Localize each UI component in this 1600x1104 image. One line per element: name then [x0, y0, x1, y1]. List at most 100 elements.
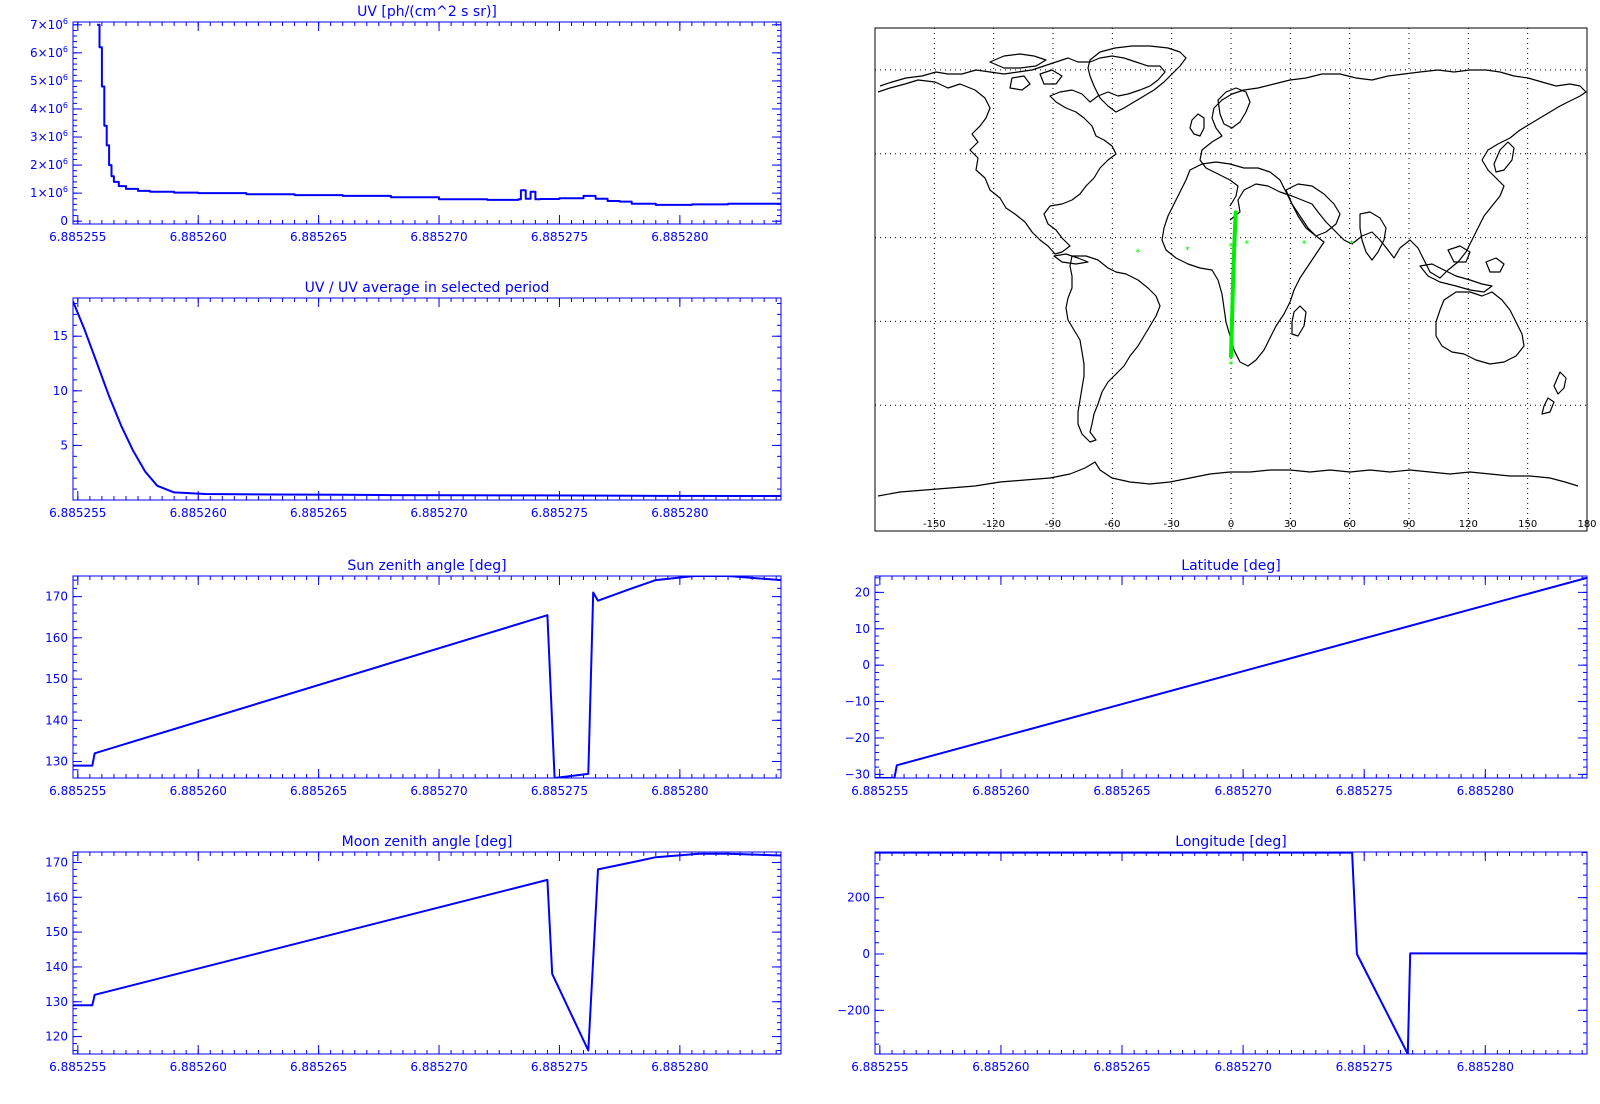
- chart-title: Latitude [deg]: [1181, 558, 1280, 574]
- x-tick-label: 6.885265: [290, 1060, 347, 1074]
- y-tick-label: 140: [45, 960, 68, 974]
- map-lon-label: 180: [1577, 519, 1596, 530]
- europe-asia-coastline: [1199, 69, 1587, 279]
- chart-title: Moon zenith angle [deg]: [342, 834, 513, 850]
- north-america-coastline: [877, 55, 1166, 255]
- x-tick-label: 6.885270: [410, 784, 467, 798]
- y-tick-label: 2×106: [30, 157, 68, 172]
- japan-coastline: [1493, 141, 1515, 173]
- y-tick-label: 160: [45, 890, 68, 904]
- new-zealand-coastline: [1541, 371, 1567, 415]
- x-tick-label: 6.885255: [49, 506, 106, 520]
- arabia-coastline: [1285, 183, 1341, 237]
- y-tick-label: 10: [855, 622, 870, 636]
- y-tick-label: 7×106: [30, 17, 68, 32]
- map-lon-label: -30: [1163, 519, 1179, 530]
- x-tick-label: 6.885260: [170, 230, 227, 244]
- series-line-sun-zenith: [73, 576, 781, 778]
- x-tick-label: 6.885270: [410, 230, 467, 244]
- map-marker: *: [1229, 359, 1234, 370]
- x-tick-label: 6.885280: [651, 784, 708, 798]
- y-tick-label: −10: [845, 695, 870, 709]
- y-tick-label: 150: [45, 925, 68, 939]
- x-tick-label: 6.885255: [49, 1060, 106, 1074]
- x-tick-label: 6.885265: [1093, 784, 1150, 798]
- x-tick-label: 6.885275: [531, 230, 588, 244]
- y-tick-label: 5×106: [30, 73, 68, 88]
- cuba-coastline: [1053, 253, 1089, 265]
- series-line-longitude: [875, 852, 1587, 1054]
- x-tick-label: 6.885275: [531, 784, 588, 798]
- chart-title: Sun zenith angle [deg]: [347, 558, 506, 574]
- x-tick-label: 6.885280: [651, 230, 708, 244]
- chart-uv: UV [ph/(cm^2 s sr)] 6.885255 6.885260 6.885…: [30, 4, 782, 244]
- south-america-coastline: [1065, 255, 1161, 443]
- y-tick-label: 150: [45, 672, 68, 686]
- y-tick-label: 4×106: [30, 101, 68, 116]
- y-tick-label: 3×106: [30, 129, 68, 144]
- chart-latitude: Latitude [deg] 6.885255 6.885260 6.885265 6.…: [845, 558, 1588, 798]
- x-tick-label: 6.885270: [1214, 784, 1271, 798]
- coastlines: [877, 45, 1587, 497]
- y-tick-label: 10: [53, 384, 68, 398]
- x-tick-label: 6.885275: [531, 1060, 588, 1074]
- x-tick-label: 6.885280: [1457, 784, 1514, 798]
- scandinavia-coastline: [1217, 87, 1251, 129]
- y-tick-label: 0: [862, 947, 870, 961]
- map-lon-label: -120: [982, 519, 1005, 530]
- map-lon-label: 150: [1518, 519, 1537, 530]
- x-tick-label: 6.885260: [170, 784, 227, 798]
- map-marker: *: [1244, 239, 1249, 250]
- x-tick-label: 6.885260: [972, 784, 1029, 798]
- chart-title: UV / UV average in selected period: [305, 280, 550, 296]
- map-marker: *: [1229, 242, 1234, 253]
- map-lon-label: 0: [1228, 519, 1234, 530]
- x-tick-label: 6.885270: [410, 506, 467, 520]
- x-tick-label: 6.885275: [1336, 784, 1393, 798]
- orbit-track-line: [1229, 210, 1238, 359]
- x-tick-label: 6.885275: [531, 506, 588, 520]
- x-tick-label: 6.885265: [290, 230, 347, 244]
- y-tick-label: 5: [60, 438, 68, 452]
- x-tick-label: 6.885270: [1214, 1060, 1271, 1074]
- chart-moon-zenith: Moon zenith angle [deg] 6.885255 6.885260 6…: [45, 834, 782, 1074]
- india-coastline: [1359, 211, 1387, 261]
- y-tick-label: 140: [45, 713, 68, 727]
- map-lon-label: 60: [1343, 519, 1356, 530]
- y-tick-label: −200: [837, 1003, 870, 1017]
- y-tick-label: 160: [45, 631, 68, 645]
- x-tick-label: 6.885260: [170, 506, 227, 520]
- y-tick-label: 20: [855, 585, 870, 599]
- map-lon-label: 30: [1284, 519, 1297, 530]
- madagascar-coastline: [1291, 305, 1307, 337]
- world-map-panel: * * * * * * * -150 -120 -90 -60 -30 0 30 60 90 120 150 18…: [874, 27, 1597, 532]
- y-tick-label: 170: [45, 855, 68, 869]
- chart-uv-ratio: UV / UV average in selected period 6.8852…: [49, 280, 782, 520]
- map-lon-label: 90: [1403, 519, 1416, 530]
- y-tick-label: −20: [845, 731, 870, 745]
- greenland-coastline: [1087, 45, 1187, 113]
- y-tick-label: 130: [45, 755, 68, 769]
- chart-title: Longitude [deg]: [1175, 834, 1286, 850]
- y-tick-label: 170: [45, 590, 68, 604]
- map-x-tick-labels: -150 -120 -90 -60 -30 0 30 60 90 120 150 180: [923, 519, 1597, 530]
- series-line-uv-ratio: [73, 300, 781, 497]
- arctic-islands-coastline: [989, 53, 1063, 91]
- series-line-uv: [97, 23, 781, 206]
- map-lon-label: 120: [1459, 519, 1478, 530]
- y-tick-label: −30: [845, 767, 870, 781]
- chart-panels: UV [ph/(cm^2 s sr)] 6.885255 6.885260 6.885…: [30, 4, 1588, 1074]
- x-tick-label: 6.885270: [410, 1060, 467, 1074]
- y-tick-label: 6×106: [30, 45, 68, 60]
- africa-coastline: [1161, 161, 1325, 367]
- map-markers: * * * * * * *: [1136, 239, 1355, 370]
- x-tick-label: 6.885265: [290, 784, 347, 798]
- x-tick-label: 6.885255: [851, 1060, 908, 1074]
- x-tick-label: 6.885260: [972, 1060, 1029, 1074]
- map-marker: *: [1349, 239, 1354, 250]
- map-marker: *: [1302, 239, 1307, 250]
- series-line-latitude: [875, 576, 1587, 778]
- antarctica-coastline: [877, 461, 1579, 497]
